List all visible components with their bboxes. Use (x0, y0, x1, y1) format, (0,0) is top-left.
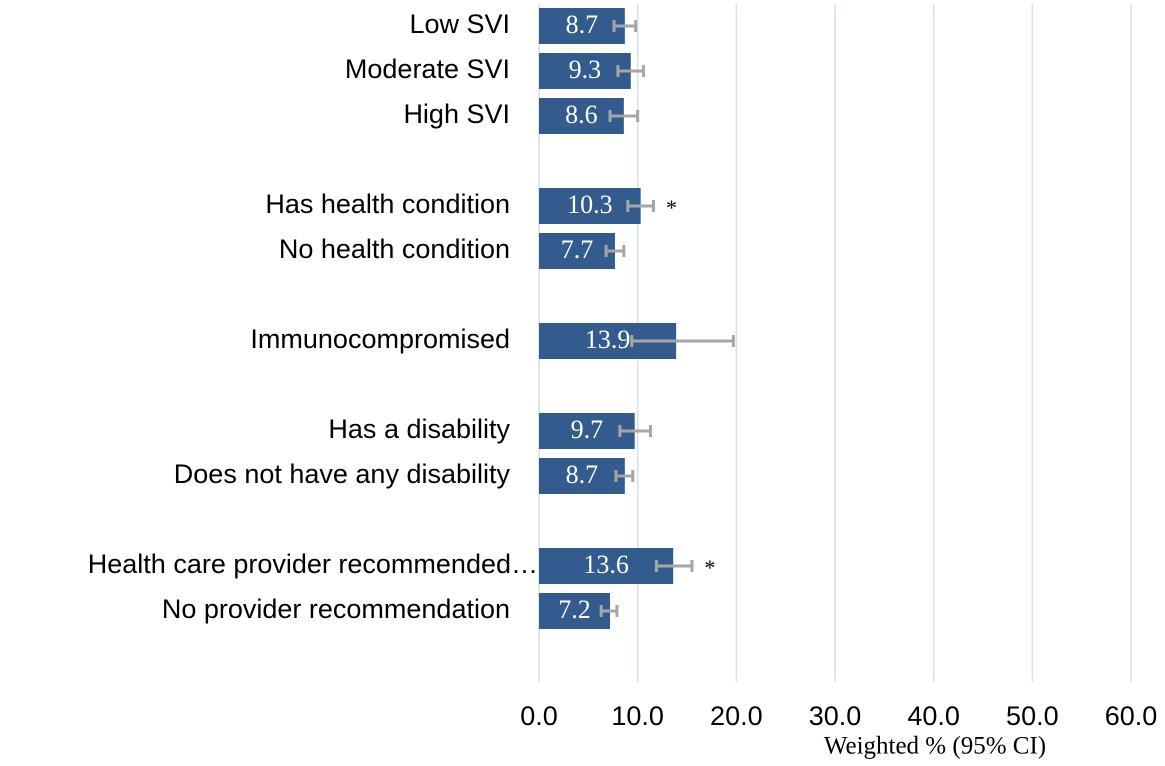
error-bar (654, 560, 694, 572)
value-label: 9.7 (571, 415, 604, 444)
error-bar (604, 245, 626, 257)
error-bar (612, 20, 638, 32)
error-bar (630, 335, 735, 347)
bar (539, 188, 641, 224)
error-bar (599, 605, 619, 617)
value-label: 7.2 (558, 595, 591, 624)
bar (539, 53, 631, 89)
value-label: 8.7 (566, 10, 599, 39)
value-label: 8.6 (565, 100, 598, 129)
significance-marker: * (666, 195, 677, 220)
y-tick-label: Has health condition (265, 189, 510, 219)
bar (539, 548, 674, 584)
value-label: 13.6 (583, 550, 629, 579)
y-tick-label: Has a disability (328, 414, 510, 444)
y-tick-label: Health care provider recommended… (88, 549, 538, 579)
x-axis-title: Weighted % (95% CI) (824, 733, 1046, 760)
bar (539, 593, 611, 629)
x-tick-label: 10.0 (611, 701, 664, 731)
value-label: 13.9 (585, 325, 631, 354)
x-tick-label: 30.0 (809, 701, 862, 731)
value-label: 9.3 (569, 55, 602, 84)
y-tick-label: Immunocompromised (250, 324, 510, 354)
x-tick-label: 60.0 (1105, 701, 1158, 731)
significance-marker: * (704, 555, 715, 580)
y-tick-label: Low SVI (409, 9, 510, 39)
y-tick-label: High SVI (403, 99, 510, 129)
bar (539, 233, 615, 269)
error-bar (614, 470, 635, 482)
error-bar (618, 425, 652, 437)
y-tick-label: Does not have any disability (174, 459, 511, 489)
value-label: 8.7 (566, 460, 599, 489)
y-tick-label: No health condition (279, 234, 510, 264)
error-bar (626, 200, 655, 212)
error-bar (608, 110, 640, 122)
x-tick-label: 50.0 (1006, 701, 1059, 731)
y-tick-label: Moderate SVI (345, 54, 510, 84)
x-tick-label: 40.0 (907, 701, 960, 731)
error-bar (616, 65, 646, 77)
bar (539, 458, 625, 494)
x-tick-label: 20.0 (710, 701, 763, 731)
x-tick-label: 0.0 (520, 701, 558, 731)
value-label: 10.3 (567, 190, 613, 219)
value-label: 7.7 (561, 235, 594, 264)
bar (539, 8, 625, 44)
y-tick-label: No provider recommendation (162, 594, 510, 624)
